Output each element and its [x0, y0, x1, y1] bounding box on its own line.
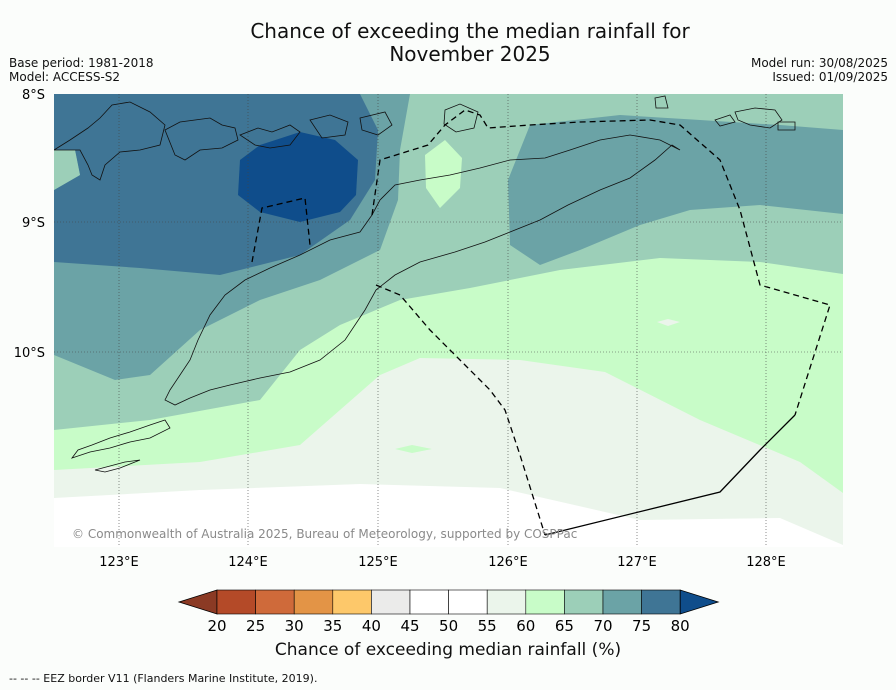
colorbar-tick-label: 60 [516, 617, 535, 635]
island-lembata [239, 124, 301, 149]
lon-label-125e: 125°E [358, 555, 398, 570]
colorbar-title: Chance of exceeding median rainfall (%) [274, 640, 622, 660]
colorbar-tick-label: 20 [207, 617, 226, 635]
colorbar-segment [602, 589, 642, 615]
island-timor [164, 134, 681, 406]
colorbar-segment [255, 589, 295, 615]
lon-label-127e: 127°E [617, 555, 657, 570]
island-kisar [714, 114, 736, 127]
colorbar-tick-label: 35 [323, 617, 342, 635]
colorbar-extension-low [177, 589, 218, 615]
colorbar-tick-label: 25 [246, 617, 265, 635]
eez-north-east [371, 109, 831, 416]
island-atauro [443, 103, 479, 133]
probability-contours [54, 94, 843, 547]
lat-label-9s: 9°S [22, 216, 45, 231]
colorbar-segment [409, 589, 449, 615]
eez-oecusse [251, 197, 311, 263]
colorbar: 20 25 30 35 40 45 50 55 60 65 70 75 80 [177, 589, 720, 635]
colorbar-segment [525, 589, 565, 615]
colorbar-tick-label: 50 [439, 617, 458, 635]
colorbar-tick-label: 30 [285, 617, 304, 635]
map-title: Chance of exceeding the median rainfall … [0, 20, 896, 66]
colorbar-segment [486, 589, 527, 615]
gridlines [54, 94, 843, 547]
lat-label-8s: 8°S [22, 88, 45, 103]
island-leti [734, 107, 783, 129]
island-alor [359, 111, 393, 136]
lon-label-123e: 123°E [99, 555, 139, 570]
eez-border [251, 109, 831, 536]
island-sumba [70, 419, 171, 459]
contour-patch-east [657, 319, 680, 326]
meta-left: Base period: 1981-2018 Model: ACCESS-S2 [9, 56, 154, 84]
colorbar-tick-label: 40 [362, 617, 381, 635]
eez-legend-note: -- -- -- EEZ border V11 (Flanders Marine… [9, 672, 318, 685]
issued-date: Issued: 01/09/2025 [772, 70, 888, 84]
meta-right: Model run: 30/08/2025 Issued: 01/09/2025 [751, 56, 888, 84]
lon-label-124e: 124°E [228, 555, 268, 570]
island-pantar [309, 114, 349, 139]
lon-label-128e: 128°E [746, 555, 786, 570]
colorbar-tick-label: 45 [400, 617, 419, 635]
colorbar-tick-label: 65 [555, 617, 574, 635]
model-name: Model: ACCESS-S2 [9, 70, 121, 84]
contour-80-plus [238, 132, 358, 222]
colorbar-tick-label: 75 [632, 617, 651, 635]
base-period: Base period: 1981-2018 [9, 56, 154, 70]
colorbar-segment [332, 589, 372, 615]
island-moa [777, 121, 796, 131]
eez-solid-segment [544, 414, 796, 536]
contour-patch-south [395, 445, 432, 453]
colorbar-segment [371, 589, 411, 615]
title-line-2: November 2025 [389, 42, 551, 66]
eez-south [375, 284, 546, 536]
copyright-note: © Commonwealth of Australia 2025, Bureau… [72, 527, 577, 541]
model-run: Model run: 30/08/2025 [750, 56, 888, 70]
colorbar-segment [216, 589, 256, 615]
colorbar-tick-label: 70 [593, 617, 612, 635]
colorbar-tick-label: 80 [671, 617, 690, 635]
island-flores-west [54, 101, 166, 181]
contour-patch-north [425, 140, 462, 208]
contour-50-55 [54, 484, 843, 547]
contour-70-75-east [508, 115, 843, 265]
colorbar-segment [448, 589, 488, 615]
colorbar-segment [293, 589, 334, 615]
lat-label-10s: 10°S [14, 346, 45, 361]
colorbar-segment [641, 589, 681, 615]
coastlines [54, 95, 796, 473]
title-line-1: Chance of exceeding the median rainfall … [250, 19, 690, 43]
island-flores-east [164, 117, 239, 161]
contour-patch-west [54, 150, 80, 190]
colorbar-extension-high [679, 589, 720, 615]
colorbar-segment [564, 589, 604, 615]
lon-label-126e: 126°E [488, 555, 528, 570]
island-sawu [94, 459, 141, 473]
island-wetar-w [654, 95, 669, 109]
colorbar-tick-label: 55 [478, 617, 497, 635]
